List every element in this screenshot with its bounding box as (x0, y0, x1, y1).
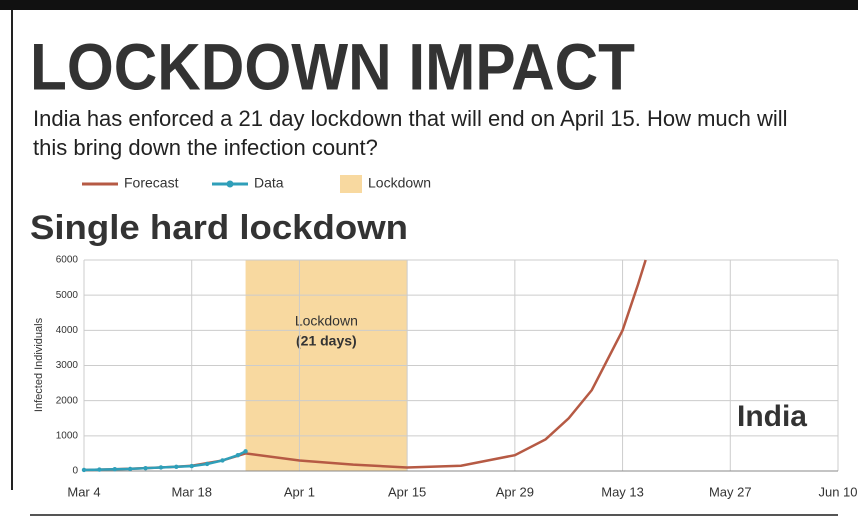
data-point (174, 464, 179, 469)
x-tick-label: Apr 29 (496, 484, 534, 499)
subtitle: India has enforced a 21 day lockdown tha… (33, 106, 788, 160)
y-tick-label: 3000 (56, 360, 79, 371)
title: LOCKDOWN IMPACT (30, 29, 635, 103)
legend-dot (226, 180, 234, 188)
series-line (83, 450, 247, 472)
x-tick-label: Mar 4 (67, 484, 100, 499)
legend-label: Data (254, 175, 284, 191)
data-point (204, 461, 210, 467)
legend-swatch (340, 175, 362, 193)
x-tick-label: Apr 1 (284, 484, 315, 499)
y-tick-label: 4000 (56, 325, 79, 336)
x-tick-label: Jun 10 (818, 484, 857, 499)
data-point (81, 467, 87, 473)
lockdown-label: Lockdown (295, 313, 358, 329)
data-point (112, 467, 117, 472)
legend-label: Lockdown (368, 175, 431, 191)
y-tick-label: 2000 (56, 395, 79, 406)
data-point (235, 452, 241, 458)
top-bar (0, 0, 858, 10)
x-tick-label: Mar 18 (171, 484, 211, 499)
x-tick-label: May 27 (709, 484, 752, 499)
x-tick-label: May 13 (601, 484, 644, 499)
chart-title: Single hard lockdown (30, 209, 408, 247)
annotation: India (737, 400, 807, 433)
lockdown-sublabel: (21 days) (296, 333, 357, 349)
data-point (97, 467, 102, 472)
data-point (127, 466, 133, 472)
y-axis-label: Infected Individuals (33, 317, 45, 412)
data-point (189, 463, 194, 469)
x-tick-label: Apr 15 (388, 484, 426, 499)
y-tick-label: 5000 (56, 290, 79, 301)
data-point (158, 465, 164, 470)
data-point (220, 458, 225, 463)
y-tick-label: 6000 (56, 255, 79, 266)
y-tick-label: 1000 (56, 430, 79, 441)
data-point (143, 465, 148, 471)
data-point (243, 449, 248, 454)
y-tick-label: 0 (72, 466, 78, 477)
legend-label: Forecast (124, 175, 179, 191)
